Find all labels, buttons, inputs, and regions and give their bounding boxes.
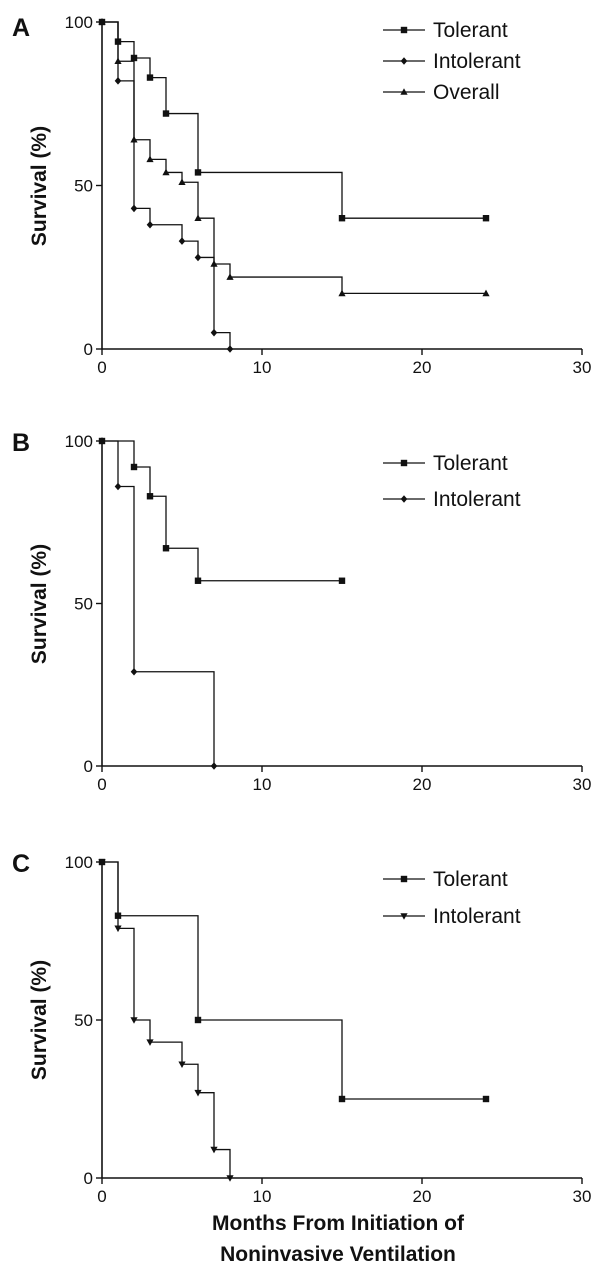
- data-point-tolerant: [194, 169, 202, 176]
- data-point-intolerant: [146, 1039, 154, 1046]
- y-tick-label: 100: [65, 432, 93, 451]
- panel-c-chart: C Survival (%) 0 10 20 30 0 50 100 Tolerant Intole…: [12, 850, 591, 1206]
- data-point-overall: [482, 289, 490, 297]
- x-tick-label: 10: [253, 358, 272, 377]
- data-point-overall: [194, 214, 202, 221]
- x-tick-label: 20: [413, 1187, 432, 1206]
- data-point-intolerant: [146, 220, 154, 229]
- series-line-tolerant: [102, 861, 486, 1100]
- legend-label-intolerant: Intolerant: [433, 488, 521, 511]
- y-axis-title: Survival (%): [28, 544, 51, 664]
- y-tick-label: 50: [74, 595, 93, 614]
- series-line-tolerant: [102, 440, 342, 582]
- data-point-overall: [338, 289, 346, 297]
- data-point-tolerant: [162, 545, 170, 552]
- legend-label-intolerant: Intolerant: [433, 905, 521, 928]
- data-point-tolerant: [130, 54, 138, 62]
- data-point-overall: [130, 135, 138, 143]
- data-point-tolerant: [146, 493, 154, 500]
- x-tick-label: 0: [97, 775, 106, 794]
- data-point-overall: [98, 18, 106, 25]
- y-tick-label: 100: [65, 13, 93, 32]
- y-tick-label: 0: [84, 757, 93, 776]
- x-tick-label: 20: [413, 775, 432, 794]
- x-tick-label: 0: [97, 1187, 106, 1206]
- x-tick-label: 10: [253, 1187, 272, 1206]
- y-tick-label: 0: [84, 1169, 93, 1188]
- data-point-intolerant: [194, 1089, 202, 1097]
- series-line-intolerant: [102, 861, 231, 1178]
- panel-b-chart: B Survival (%) 0 10 20 30 0 50 100 Tolerant Intole…: [12, 429, 591, 794]
- series-line-intolerant: [102, 21, 231, 349]
- x-tick-label: 10: [253, 775, 272, 794]
- y-tick-label: 100: [65, 853, 93, 872]
- legend-label-overall: Overall: [433, 81, 500, 104]
- series-line-tolerant: [102, 21, 486, 219]
- data-point-tolerant: [338, 577, 346, 584]
- panel-letter: C: [12, 850, 30, 878]
- data-point-tolerant: [162, 110, 170, 117]
- data-point-intolerant: [210, 1146, 218, 1154]
- legend-marker-tolerant: [400, 459, 408, 467]
- data-point-intolerant: [114, 925, 122, 933]
- series-line-overall: [102, 21, 486, 295]
- x-tick-label: 30: [573, 358, 592, 377]
- data-point-tolerant: [194, 1016, 202, 1024]
- data-point-tolerant: [130, 463, 138, 471]
- x-axis-title-line-1: Months From Initiation of: [212, 1212, 465, 1235]
- y-axis-title: Survival (%): [28, 126, 51, 246]
- x-tick-label: 30: [573, 1187, 592, 1206]
- data-point-overall: [162, 168, 170, 176]
- data-point-intolerant: [130, 204, 138, 213]
- data-point-overall: [146, 155, 154, 163]
- panel-a-chart: A Survival (%) 0 10 20 30 0 50 100 Tolerant Intole…: [12, 13, 591, 377]
- data-point-tolerant: [482, 215, 490, 222]
- legend-label-tolerant: Tolerant: [433, 452, 508, 475]
- data-point-tolerant: [146, 74, 154, 81]
- legend-marker-overall: [400, 88, 408, 95]
- legend-label-tolerant: Tolerant: [433, 868, 508, 891]
- series-line-intolerant: [102, 440, 215, 766]
- data-point-intolerant: [226, 345, 234, 353]
- data-point-tolerant: [338, 215, 346, 222]
- data-point-intolerant: [114, 77, 122, 85]
- data-point-intolerant: [178, 1061, 186, 1069]
- panel-letter: A: [12, 14, 30, 42]
- data-point-overall: [210, 260, 218, 267]
- y-tick-label: 50: [74, 177, 93, 196]
- data-point-tolerant: [338, 1095, 346, 1103]
- panel-letter: B: [12, 429, 30, 457]
- x-axis-title-line-2: Noninvasive Ventilation: [220, 1243, 456, 1266]
- data-point-intolerant: [210, 328, 218, 337]
- data-point-intolerant: [114, 482, 122, 491]
- legend-marker-tolerant: [400, 26, 408, 34]
- legend-label-tolerant: Tolerant: [433, 19, 508, 42]
- x-tick-label: 20: [413, 358, 432, 377]
- data-point-intolerant: [226, 1175, 234, 1182]
- x-tick-label: 0: [97, 358, 106, 377]
- data-point-intolerant: [194, 253, 202, 262]
- data-point-intolerant: [98, 437, 106, 445]
- legend-marker-tolerant: [400, 875, 408, 883]
- data-point-overall: [178, 178, 186, 186]
- data-point-intolerant: [130, 667, 138, 676]
- data-point-overall: [114, 57, 122, 65]
- legend-marker-intolerant: [400, 913, 408, 920]
- y-axis-title: Survival (%): [28, 960, 51, 1080]
- x-tick-label: 30: [573, 775, 592, 794]
- data-point-overall: [226, 273, 234, 280]
- legend-marker-intolerant: [400, 495, 408, 503]
- y-tick-label: 50: [74, 1011, 93, 1030]
- data-point-intolerant: [130, 1017, 138, 1024]
- data-point-tolerant: [482, 1095, 490, 1103]
- legend-marker-intolerant: [400, 57, 408, 65]
- y-tick-label: 0: [84, 340, 93, 359]
- data-point-intolerant: [98, 859, 106, 866]
- data-point-tolerant: [194, 577, 202, 584]
- data-point-intolerant: [178, 237, 186, 245]
- legend-label-intolerant: Intolerant: [433, 50, 521, 73]
- data-point-intolerant: [210, 762, 218, 770]
